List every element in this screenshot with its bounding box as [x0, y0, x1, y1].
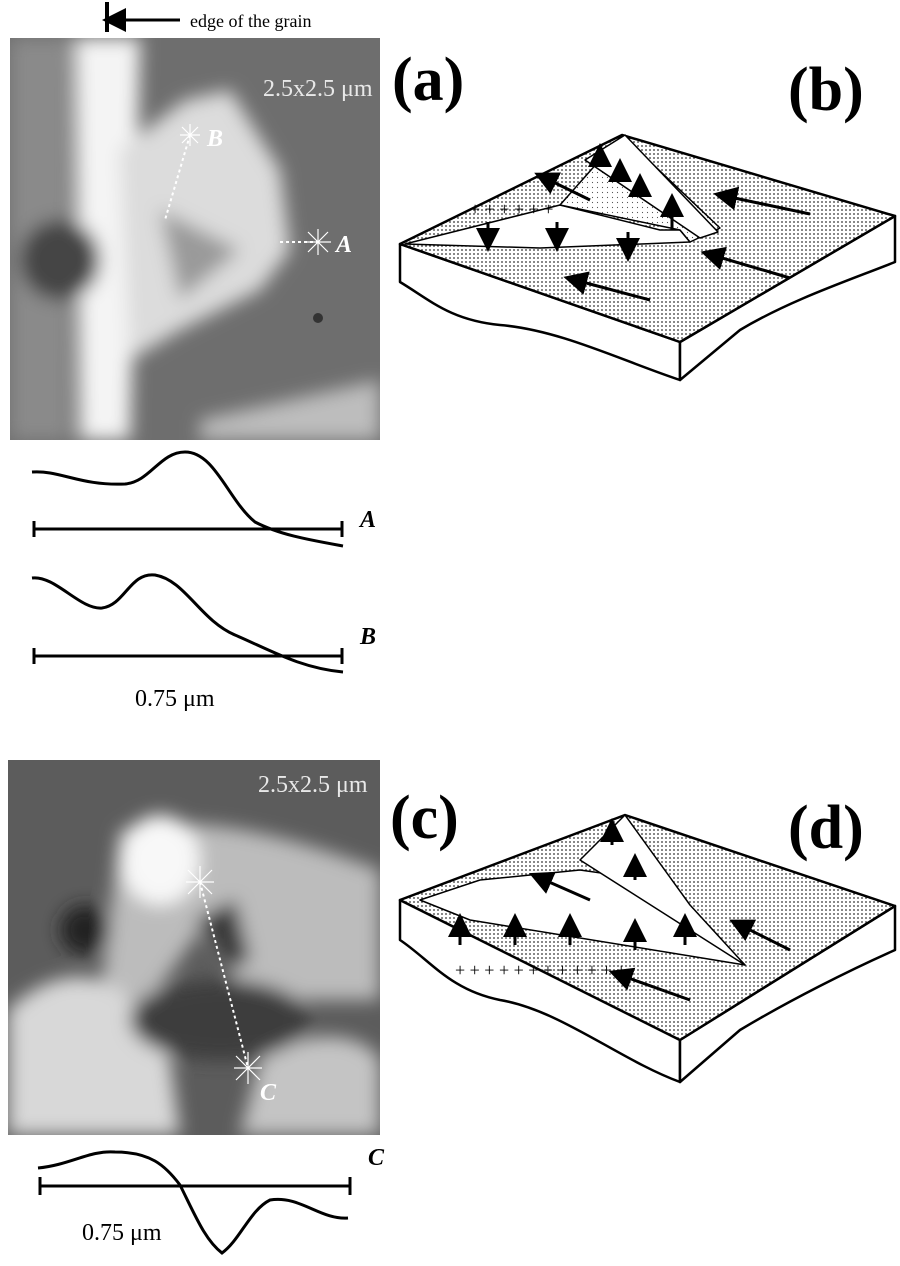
panel-label: (b): [788, 56, 864, 124]
grain-edge-marker: [107, 2, 180, 32]
marker-label: A: [334, 232, 352, 258]
scale-bar-label: 0.75 μm: [135, 686, 215, 712]
image-size: 2.5x2.5 μm: [258, 772, 368, 798]
profile-label: B: [359, 624, 376, 650]
panel-label: (c): [390, 784, 459, 852]
marker-label: B: [206, 126, 223, 152]
page: {"annotation": "edge of the grain", "pan…: [0, 0, 900, 1261]
profiles-a: [32, 452, 343, 672]
profile-label: C: [368, 1145, 385, 1171]
svg-text:+ + + + + + + + + + + +: + + + + + + + + + + + +: [455, 960, 626, 980]
svg-text:+ + + + + +: + + + + + +: [470, 199, 553, 219]
figure: edge of the grain 2.5x2.5 μm B A (a) (b)…: [0, 0, 900, 1261]
marker-label: C: [260, 1080, 277, 1106]
profile-label: A: [358, 507, 376, 533]
micrograph-c: [8, 760, 380, 1135]
annotation: edge of the grain: [190, 11, 311, 31]
panel-label: (a): [392, 46, 464, 114]
diagram-b: + + + + + +: [400, 135, 895, 380]
panel-label: (d): [788, 794, 864, 862]
image-size: 2.5x2.5 μm: [263, 76, 373, 102]
scale-bar-label: 0.75 μm: [82, 1220, 162, 1246]
